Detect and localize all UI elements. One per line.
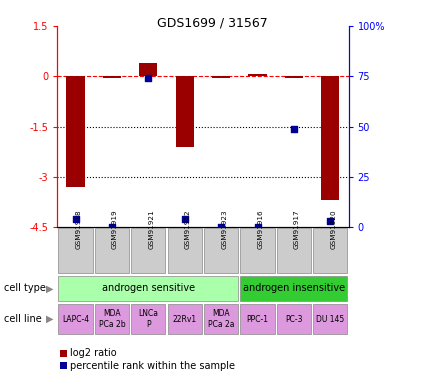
- Bar: [204, 304, 238, 334]
- Bar: [204, 228, 238, 273]
- Bar: [131, 304, 165, 334]
- Text: MDA
PCa 2a: MDA PCa 2a: [208, 309, 234, 329]
- Point: [72, 216, 79, 222]
- Bar: [313, 304, 347, 334]
- Text: LAPC-4: LAPC-4: [62, 315, 89, 324]
- Text: GSM91919: GSM91919: [112, 209, 118, 249]
- Point: [108, 224, 115, 230]
- Bar: [176, 76, 194, 147]
- Bar: [321, 76, 340, 200]
- Point: [181, 216, 188, 222]
- Text: DU 145: DU 145: [316, 315, 344, 324]
- Bar: [167, 228, 202, 273]
- Text: GSM91917: GSM91917: [294, 209, 300, 249]
- Bar: [59, 276, 238, 300]
- Bar: [313, 228, 347, 273]
- Point: [145, 75, 152, 81]
- Text: ▶: ▶: [45, 314, 53, 324]
- Bar: [59, 228, 93, 273]
- Text: MDA
PCa 2b: MDA PCa 2b: [99, 309, 125, 329]
- Bar: [249, 74, 266, 76]
- Text: GSM91918: GSM91918: [76, 209, 82, 249]
- Point: [291, 126, 298, 132]
- Text: androgen sensitive: androgen sensitive: [102, 284, 195, 293]
- Bar: [95, 228, 129, 273]
- Text: cell type: cell type: [4, 284, 46, 293]
- Bar: [241, 276, 347, 300]
- Bar: [277, 304, 311, 334]
- Point: [254, 224, 261, 230]
- Bar: [66, 76, 85, 187]
- Bar: [212, 76, 230, 78]
- Point: [218, 224, 224, 230]
- Bar: [131, 228, 165, 273]
- Bar: [167, 304, 202, 334]
- Text: percentile rank within the sample: percentile rank within the sample: [70, 361, 235, 370]
- Text: PC-3: PC-3: [285, 315, 303, 324]
- Text: androgen insensitive: androgen insensitive: [243, 284, 345, 293]
- Text: GSM91916: GSM91916: [258, 209, 264, 249]
- Text: GSM91920: GSM91920: [330, 209, 336, 249]
- Bar: [277, 228, 311, 273]
- Text: GDS1699 / 31567: GDS1699 / 31567: [157, 17, 268, 30]
- Text: 22Rv1: 22Rv1: [173, 315, 197, 324]
- Text: LNCa
P: LNCa P: [139, 309, 159, 329]
- Bar: [285, 76, 303, 78]
- Bar: [241, 228, 275, 273]
- Text: PPC-1: PPC-1: [246, 315, 269, 324]
- Bar: [103, 76, 121, 78]
- Text: cell line: cell line: [4, 314, 42, 324]
- Text: log2 ratio: log2 ratio: [70, 348, 117, 358]
- Bar: [59, 304, 93, 334]
- Text: GSM91922: GSM91922: [185, 209, 191, 249]
- Bar: [95, 304, 129, 334]
- Point: [327, 218, 334, 224]
- Bar: [139, 63, 157, 76]
- Text: ▶: ▶: [45, 284, 53, 293]
- Bar: [241, 304, 275, 334]
- Text: GSM91921: GSM91921: [148, 209, 154, 249]
- Text: GSM91923: GSM91923: [221, 209, 227, 249]
